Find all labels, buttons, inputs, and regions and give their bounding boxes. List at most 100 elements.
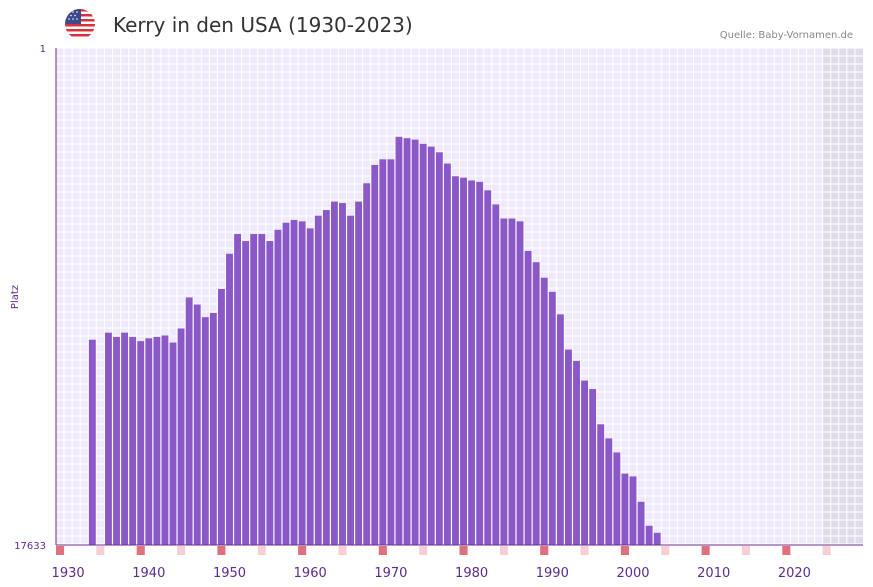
bar-1989 xyxy=(548,291,556,545)
x-tick-label-2000: 2000 xyxy=(616,566,649,581)
bar-1962 xyxy=(330,201,338,545)
bar-1973 xyxy=(419,143,427,546)
bar-1947 xyxy=(209,312,217,545)
bar-1958 xyxy=(298,221,306,545)
year-marker-1958 xyxy=(298,546,307,555)
year-marker-1938 xyxy=(136,546,145,555)
bar-1965 xyxy=(355,201,363,545)
x-tick-label-1940: 1940 xyxy=(132,566,165,581)
bar-1997 xyxy=(613,452,621,545)
bar-1990 xyxy=(556,314,564,545)
bar-1948 xyxy=(218,288,225,545)
bar-1937 xyxy=(129,336,137,545)
year-marker-1953 xyxy=(257,546,266,555)
y-axis-label: Platz xyxy=(10,285,21,309)
bar-1981 xyxy=(484,190,492,545)
bar-1936 xyxy=(121,332,129,545)
bar-1968 xyxy=(379,159,387,545)
bar-1956 xyxy=(282,222,290,545)
bar-1932 xyxy=(88,339,96,545)
chart-title: Kerry in den USA (1930-2023) xyxy=(113,13,413,37)
y-tick-label-bottom: 17633 xyxy=(14,541,46,552)
bar-1974 xyxy=(427,146,435,545)
bar-1970 xyxy=(395,136,403,546)
bar-1944 xyxy=(185,297,193,545)
bar-1964 xyxy=(347,215,354,545)
bar-1986 xyxy=(524,250,532,545)
bar-1979 xyxy=(468,180,476,545)
bar-1938 xyxy=(137,341,145,545)
x-tick-label-1950: 1950 xyxy=(213,566,246,581)
bar-1996 xyxy=(605,438,613,545)
year-marker-1988 xyxy=(540,546,549,555)
bar-1957 xyxy=(290,219,298,546)
bar-1971 xyxy=(403,138,411,545)
bar-1942 xyxy=(169,342,177,545)
bar-1969 xyxy=(387,159,395,545)
year-marker-1973 xyxy=(419,546,428,555)
bar-2000 xyxy=(637,501,645,545)
bar-1987 xyxy=(532,262,540,545)
bar-1952 xyxy=(250,234,258,546)
bar-1935 xyxy=(113,336,120,545)
year-marker-1968 xyxy=(378,546,387,555)
year-marker-1948 xyxy=(217,546,226,555)
y-tick-label-top: 1 xyxy=(40,44,46,55)
x-tick-label-2020: 2020 xyxy=(778,566,811,581)
bar-1983 xyxy=(500,218,508,545)
bar-1985 xyxy=(516,221,524,545)
bar-1934 xyxy=(105,332,112,545)
bar-1949 xyxy=(226,253,233,545)
bar-1939 xyxy=(145,338,153,545)
x-tick-label-1990: 1990 xyxy=(536,566,569,581)
bar-1946 xyxy=(201,317,209,545)
usa-flag-icon xyxy=(64,8,96,40)
bar-1976 xyxy=(443,163,451,545)
bar-1943 xyxy=(177,328,185,545)
bar-1955 xyxy=(274,229,282,545)
year-marker-1978 xyxy=(459,546,468,555)
bar-1953 xyxy=(258,234,266,546)
year-marker-1933 xyxy=(96,546,105,555)
bar-1998 xyxy=(621,473,629,545)
bar-1950 xyxy=(234,234,242,546)
bar-2001 xyxy=(645,525,653,545)
bar-1966 xyxy=(363,183,371,545)
x-tick-label-2010: 2010 xyxy=(697,566,730,581)
x-tick-label-1930: 1930 xyxy=(52,566,85,581)
year-marker-1963 xyxy=(338,546,347,555)
bar-1978 xyxy=(460,177,467,546)
bar-1967 xyxy=(371,164,379,546)
bar-1977 xyxy=(452,176,459,545)
bar-1994 xyxy=(589,389,597,545)
bar-1992 xyxy=(573,360,580,545)
bar-2002 xyxy=(653,532,661,545)
bar-1951 xyxy=(242,241,250,546)
bar-1961 xyxy=(322,210,330,545)
bar-1993 xyxy=(581,380,589,545)
source-credit: Quelle: Baby-Vornamen.de xyxy=(719,30,853,41)
year-marker-1998 xyxy=(620,546,629,555)
bar-1980 xyxy=(476,181,484,545)
bar-1995 xyxy=(597,424,605,545)
bar-1940 xyxy=(153,336,161,545)
year-marker-1983 xyxy=(499,546,508,555)
bar-1972 xyxy=(411,139,419,545)
bar-1941 xyxy=(161,335,169,545)
bar-1984 xyxy=(508,218,516,545)
bar-1954 xyxy=(266,241,274,546)
x-tick-label-1980: 1980 xyxy=(455,566,488,581)
year-marker-1993 xyxy=(580,546,589,555)
bar-1975 xyxy=(435,152,443,545)
year-marker-1928 xyxy=(56,546,65,555)
bar-1988 xyxy=(540,277,548,545)
bar-1959 xyxy=(306,228,314,545)
year-marker-2003 xyxy=(661,546,670,555)
bar-1960 xyxy=(314,215,322,545)
bar-1963 xyxy=(339,203,346,545)
year-marker-2013 xyxy=(741,546,751,555)
bar-1982 xyxy=(492,204,500,545)
x-tick-label-1960: 1960 xyxy=(294,566,327,581)
year-marker-2008 xyxy=(701,546,710,555)
year-marker-2023 xyxy=(822,546,831,555)
